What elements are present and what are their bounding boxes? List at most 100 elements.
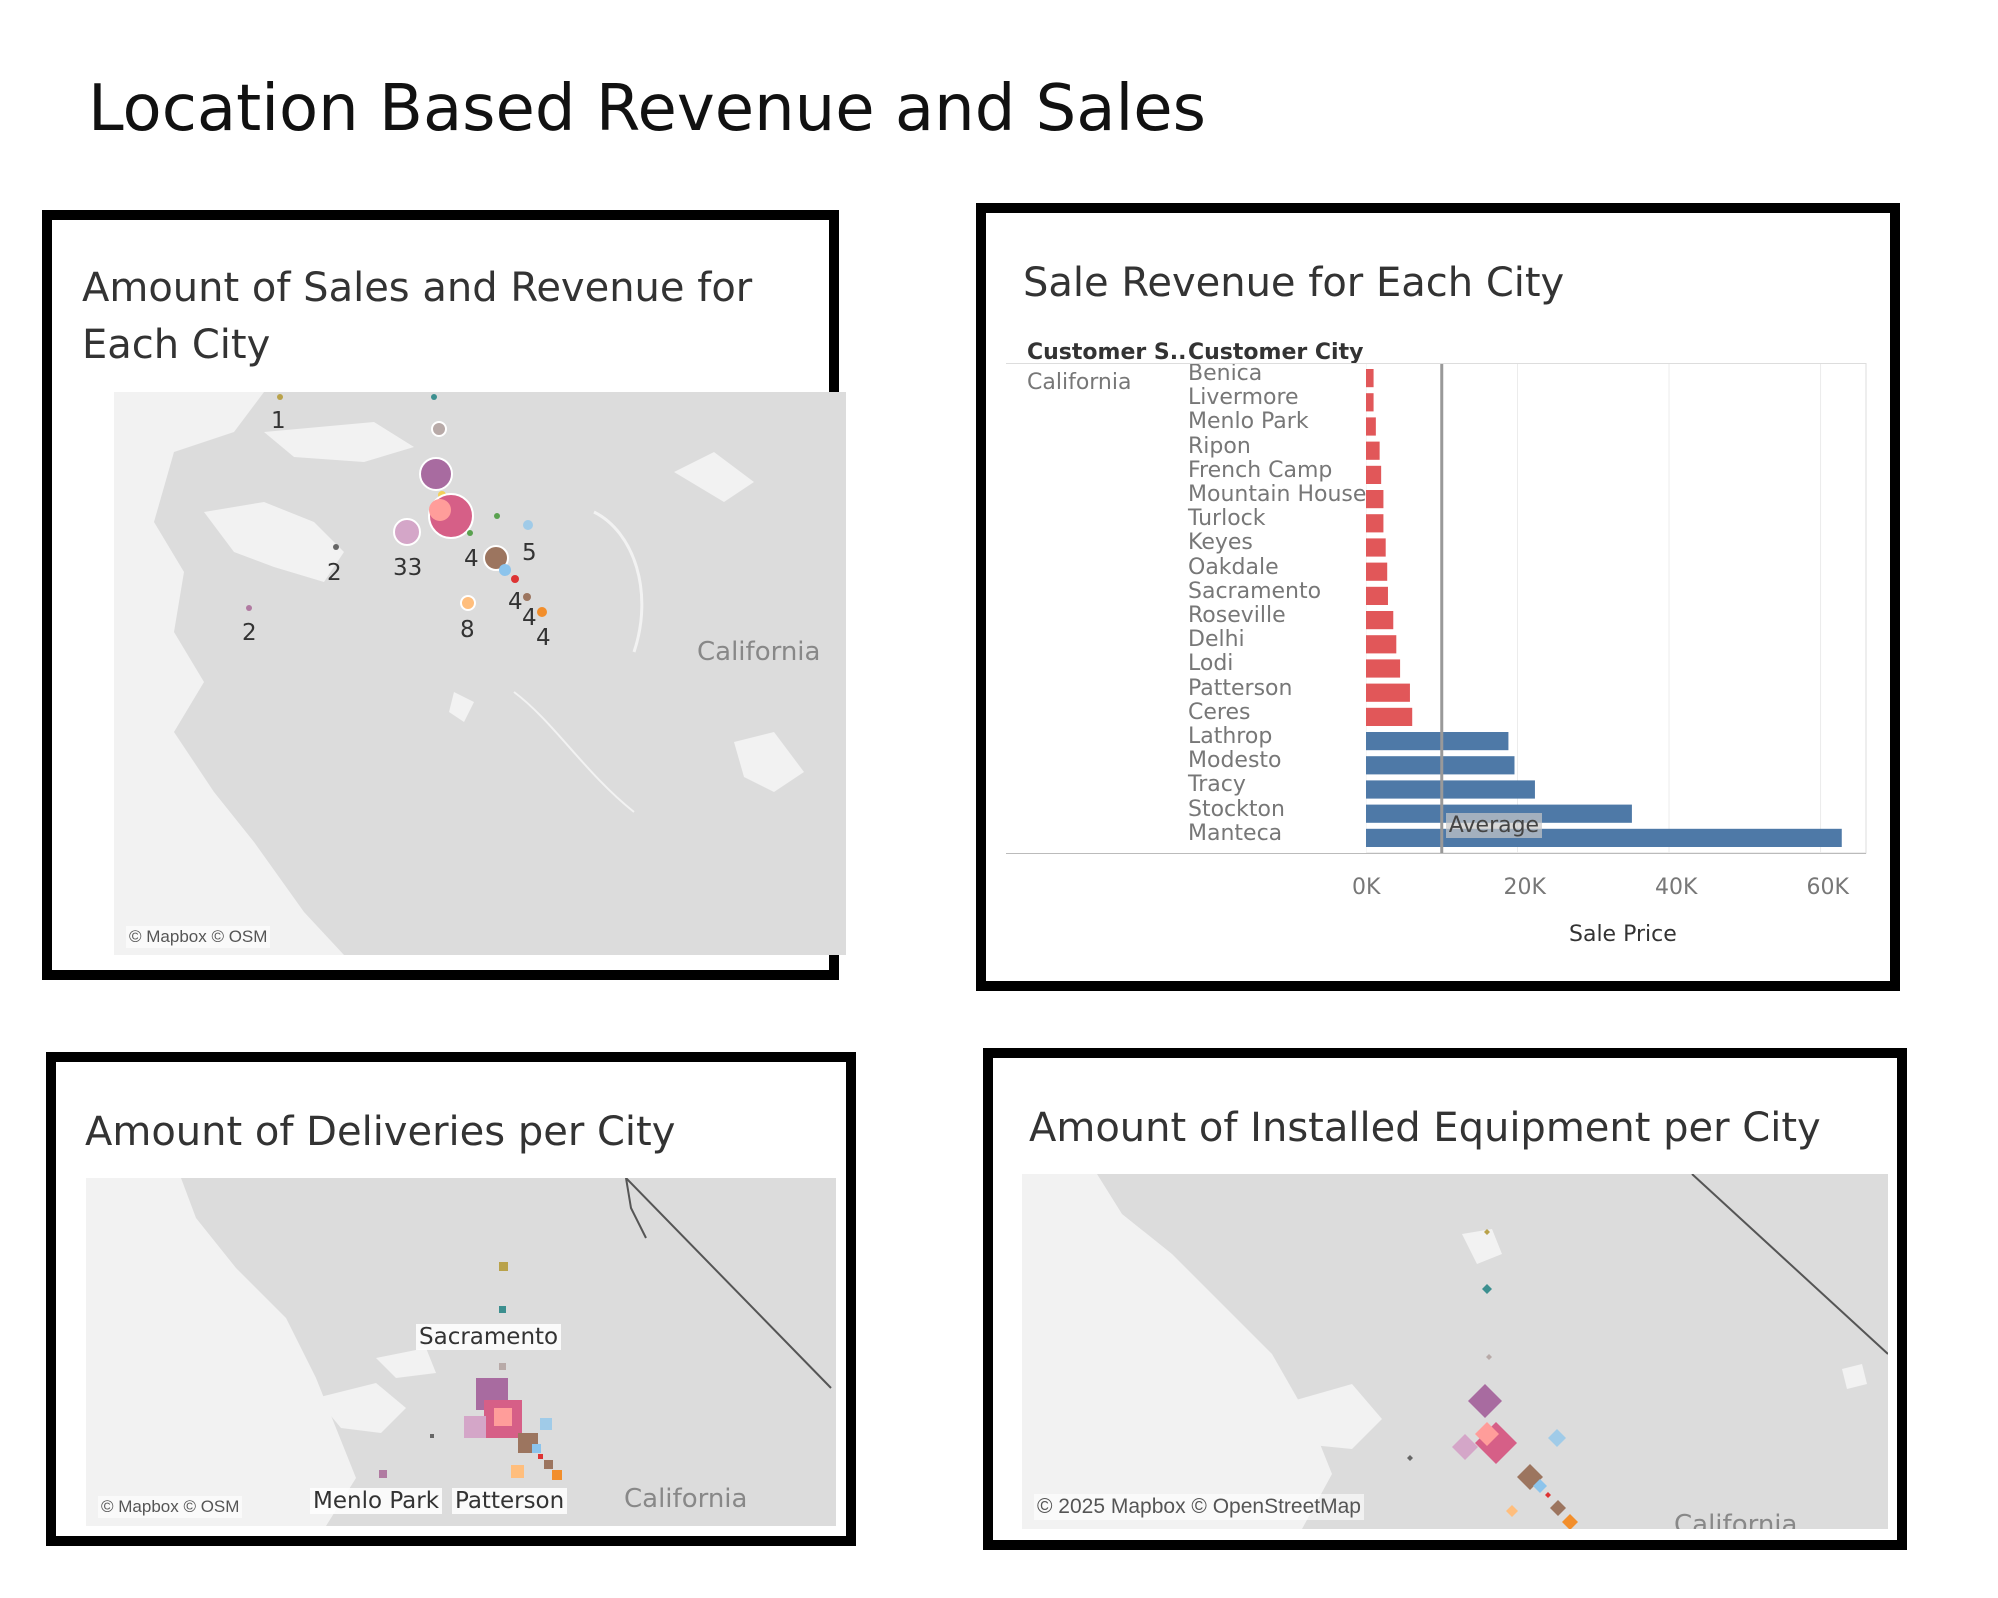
bar-patterson[interactable] — [1366, 683, 1410, 702]
count-label: 4 — [464, 546, 479, 572]
sales-mark — [523, 520, 533, 530]
deliveries-map-canvas — [86, 1178, 836, 1526]
bar-roseville[interactable] — [1366, 611, 1394, 630]
bar-livermore[interactable] — [1366, 393, 1374, 412]
delivery-mark — [499, 1262, 508, 1271]
equipment-mark — [1562, 1514, 1578, 1529]
delivery-mark — [552, 1470, 562, 1480]
bar-menlo-park[interactable] — [1366, 417, 1376, 436]
city-label: Stockton — [1188, 796, 1285, 822]
bar-sacramento[interactable] — [1366, 586, 1388, 605]
bar-tracy[interactable] — [1366, 780, 1535, 799]
x-axis-title: Sale Price — [1569, 922, 1677, 947]
count-label: 4 — [522, 605, 537, 631]
delivery-mark — [494, 1408, 512, 1426]
deliveries-map[interactable]: Sacramento Menlo Park Patterson Californ… — [86, 1178, 836, 1526]
city-label-patterson: Patterson — [452, 1488, 568, 1514]
delivery-mark — [379, 1470, 387, 1478]
city-column-header[interactable]: Customer City — [1188, 340, 1364, 365]
dashboard-title: Location Based Revenue and Sales — [88, 72, 1206, 146]
count-label: 2 — [242, 620, 257, 646]
city-label: Ripon — [1188, 433, 1251, 459]
sales-map[interactable]: 1 2 2 33 4 5 8 4 4 4 California © Mapbox… — [114, 392, 846, 955]
revenue-bar-chart[interactable] — [1366, 363, 1886, 883]
bar-delhi[interactable] — [1366, 635, 1397, 654]
reference-line-label: Average — [1445, 813, 1543, 838]
x-tick-label: 60K — [1806, 875, 1849, 900]
city-label: Delhi — [1188, 627, 1245, 653]
revenue-chart-panel: Sale Revenue for Each City Customer S.. … — [976, 203, 1900, 991]
sales-map-title: Amount of Sales and Revenue for Each Cit… — [82, 260, 752, 374]
sales-mark — [499, 564, 511, 576]
city-label: Lodi — [1188, 651, 1234, 677]
sales-mark — [460, 595, 476, 611]
bar-french-camp[interactable] — [1366, 465, 1382, 484]
map-attribution: © 2025 Mapbox © OpenStreetMap — [1034, 1494, 1364, 1520]
x-tick-label: 0K — [1352, 875, 1381, 900]
bar-manteca[interactable] — [1366, 828, 1842, 847]
bar-mountain-house[interactable] — [1366, 490, 1384, 509]
city-label: Manteca — [1188, 820, 1283, 846]
equipment-mark — [1486, 1354, 1492, 1360]
count-label: 33 — [393, 555, 423, 581]
bar-keyes[interactable] — [1366, 538, 1386, 557]
state-label: California — [624, 1484, 748, 1514]
map-attribution: © Mapbox © OSM — [126, 926, 271, 948]
city-label: Oakdale — [1188, 554, 1279, 580]
equipment-mark — [1452, 1434, 1478, 1460]
delivery-mark — [532, 1444, 541, 1453]
state-column-header[interactable]: Customer S.. — [1027, 340, 1187, 365]
equipment-mark — [1468, 1384, 1502, 1418]
bar-oakdale[interactable] — [1366, 562, 1388, 581]
bar-lodi[interactable] — [1366, 659, 1401, 678]
deliveries-map-title: Amount of Deliveries per City — [85, 1109, 676, 1155]
delivery-mark — [540, 1418, 552, 1430]
bar-ripon[interactable] — [1366, 441, 1380, 460]
delivery-mark — [511, 1465, 524, 1478]
equipment-mark — [1506, 1505, 1518, 1517]
x-tick-label: 20K — [1503, 875, 1546, 900]
delivery-mark — [499, 1306, 506, 1313]
table-baseline — [1006, 853, 1866, 854]
city-label-menlo-park: Menlo Park — [310, 1488, 443, 1514]
sales-map-title-line1: Amount of Sales and Revenue for — [82, 265, 753, 311]
bar-lathrop[interactable] — [1366, 732, 1509, 751]
bar-modesto[interactable] — [1366, 756, 1515, 775]
sales-mark — [467, 530, 473, 536]
equipment-map-title: Amount of Installed Equipment per City — [1029, 1105, 1821, 1151]
city-label: Sacramento — [1188, 578, 1322, 604]
sales-mark — [494, 513, 500, 519]
state-cell: California — [1027, 370, 1132, 395]
equipment-mark — [1407, 1455, 1413, 1461]
sales-mark — [431, 394, 437, 400]
city-label: Roseville — [1188, 603, 1286, 628]
state-label: California — [1674, 1510, 1798, 1529]
deliveries-map-panel: Amount of Deliveries per City — [46, 1052, 856, 1546]
bar-turlock[interactable] — [1366, 514, 1384, 533]
sales-mark — [393, 518, 421, 546]
delivery-mark — [538, 1454, 543, 1459]
sales-mark — [483, 545, 509, 571]
equipment-mark — [1548, 1429, 1566, 1447]
sales-mark — [511, 575, 519, 583]
bar-benica[interactable] — [1366, 369, 1374, 388]
delivery-mark — [430, 1434, 434, 1438]
equipment-map-canvas — [1022, 1174, 1888, 1529]
delivery-mark — [499, 1363, 506, 1370]
sales-map-canvas — [114, 392, 846, 955]
bar-ceres[interactable] — [1366, 707, 1413, 726]
city-label: Modesto — [1188, 748, 1282, 774]
sales-map-panel: Amount of Sales and Revenue for Each Cit… — [42, 210, 846, 980]
city-label: Mountain House — [1188, 482, 1367, 507]
equipment-mark — [1482, 1284, 1492, 1294]
city-label: Patterson — [1188, 675, 1293, 701]
delivery-mark — [464, 1416, 486, 1438]
sales-mark — [277, 394, 283, 400]
city-label: Menlo Park — [1188, 409, 1309, 435]
sales-mark — [246, 605, 252, 611]
equipment-map[interactable]: California © 2025 Mapbox © OpenStreetMap — [1022, 1174, 1888, 1529]
city-label: Livermore — [1188, 385, 1299, 411]
equipment-map-panel: Amount of Installed Equipment per City — [983, 1048, 1907, 1550]
sales-mark — [537, 607, 547, 617]
count-label: 8 — [460, 617, 475, 643]
